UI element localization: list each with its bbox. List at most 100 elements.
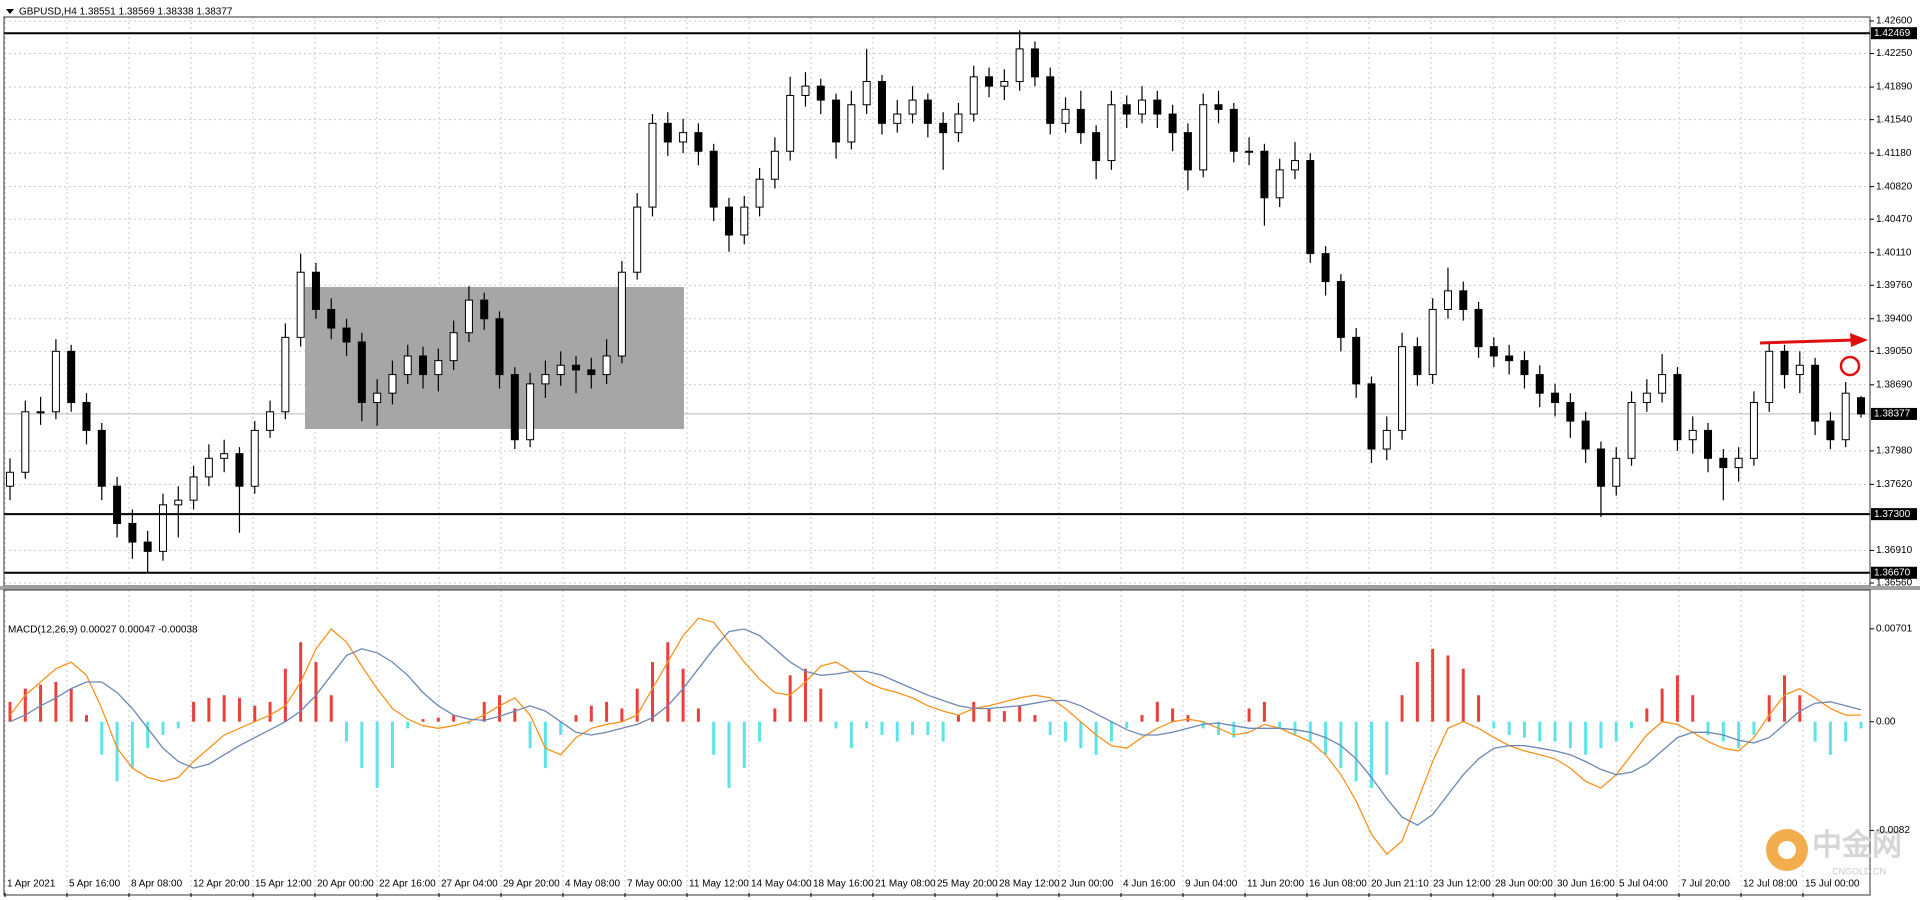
y-tick-label: 1.40110 [1876, 247, 1912, 258]
histogram-bar [941, 721, 945, 742]
candle-body [617, 271, 626, 357]
candle-body [1260, 150, 1269, 199]
histogram-bar [712, 721, 716, 755]
histogram-bar [528, 721, 532, 749]
last-price-label: 1.38377 [1874, 409, 1911, 420]
candle-body [694, 132, 703, 152]
candle-body [1505, 355, 1514, 362]
candle-body [1520, 360, 1529, 376]
histogram-bar [84, 715, 88, 722]
candle-body [174, 499, 183, 506]
title-arrow [6, 9, 14, 14]
histogram-bar [253, 705, 257, 722]
candle-body [1352, 336, 1361, 385]
histogram-bar [1064, 721, 1068, 742]
grid-layer [4, 17, 1870, 895]
histogram-bar [1033, 715, 1037, 722]
candle-body [526, 383, 535, 441]
level-label-box [1871, 27, 1917, 40]
candle-body [403, 355, 412, 376]
histogram-bar [834, 721, 838, 729]
candle-body [357, 341, 366, 403]
candle-body [1612, 457, 1621, 487]
candle-body [1551, 392, 1560, 403]
histogram-bar [1018, 705, 1022, 722]
histogram-bar [650, 662, 654, 722]
candle-body [1214, 104, 1223, 110]
candle-body [1841, 392, 1850, 441]
candle-body [128, 522, 137, 543]
x-tick-label: 4 May 08:00 [565, 879, 620, 890]
candle-body [1168, 113, 1177, 134]
histogram-bar [742, 721, 746, 769]
candle-body [1321, 253, 1330, 283]
x-tick-label: 15 Apr 12:00 [255, 879, 312, 890]
histogram-bar [1385, 721, 1389, 775]
histogram-bar [635, 688, 639, 722]
histogram-bar [23, 688, 27, 722]
x-tick-label: 29 Apr 20:00 [503, 879, 560, 890]
candle-body [572, 364, 581, 371]
candle-body [464, 299, 473, 334]
histogram-bar [222, 695, 226, 722]
y-tick-label: 0.00 [1876, 716, 1896, 727]
candle-body [1000, 80, 1009, 87]
x-tick-label: 22 Apr 16:00 [379, 879, 436, 890]
histogram-bar [1813, 721, 1817, 742]
histogram-bar [482, 701, 486, 722]
candle-body [1336, 281, 1345, 338]
candle-body [602, 355, 611, 376]
y-tick-label: -0.0082 [1876, 825, 1910, 836]
candle-body [6, 471, 14, 487]
histogram-bar [268, 701, 272, 722]
histogram-bar [192, 701, 196, 722]
x-tick-label: 15 Jul 00:00 [1805, 879, 1860, 890]
x-tick-label: 7 May 00:00 [627, 879, 682, 890]
histogram-bar [452, 715, 456, 722]
y-tick-label: 1.40820 [1876, 181, 1913, 192]
candle-body [266, 411, 275, 431]
x-tick-label: 16 Jun 08:00 [1309, 879, 1367, 890]
histogram-bar [1079, 721, 1083, 749]
histogram-bar [1094, 721, 1098, 755]
candle-body [1428, 308, 1437, 376]
candle-body [1596, 448, 1605, 487]
candle-body [770, 150, 779, 180]
candle-body [1275, 169, 1284, 199]
candle-body [1122, 104, 1131, 115]
candle-body [1673, 374, 1682, 441]
histogram-bar [1721, 721, 1725, 742]
candle-body [847, 104, 856, 143]
histogram-bar [803, 668, 807, 722]
candle-body [67, 350, 76, 403]
candle-body [1229, 108, 1238, 152]
histogram-bar [1262, 701, 1266, 722]
candle-body [21, 411, 30, 473]
candle-body [908, 99, 917, 115]
histogram-bar [1278, 721, 1282, 729]
histogram-bar [681, 668, 685, 722]
watermark-brand: 中金网 [1812, 828, 1902, 862]
macd-title: MACD(12,26,9) 0.00027 0.00047 -0.00038 [8, 625, 198, 636]
candle-body [786, 94, 795, 152]
candle-body [740, 206, 749, 236]
y-tick-label: 1.38690 [1876, 379, 1913, 390]
annotation-arrow [1759, 338, 1856, 345]
candle-body [1535, 374, 1544, 394]
y-tick-label: 1.37980 [1876, 446, 1913, 457]
candle-body [1367, 383, 1376, 450]
candle-body [648, 122, 657, 208]
histogram-bar [69, 688, 73, 722]
histogram-bar [666, 642, 670, 722]
candle-body [1092, 132, 1101, 162]
histogram-bar [54, 681, 58, 722]
histogram-bar [773, 708, 777, 722]
histogram-bar [788, 675, 792, 722]
x-tick-label: 11 May 12:00 [689, 879, 749, 890]
candle-body [954, 113, 963, 134]
x-tick-label: 4 Jun 16:00 [1123, 879, 1176, 890]
watermark: 中金网 CNGOLD.CN [1766, 828, 1902, 876]
level-label: 1.36670 [1874, 567, 1911, 578]
histogram-bar [956, 715, 960, 722]
histogram-bar [574, 715, 578, 722]
